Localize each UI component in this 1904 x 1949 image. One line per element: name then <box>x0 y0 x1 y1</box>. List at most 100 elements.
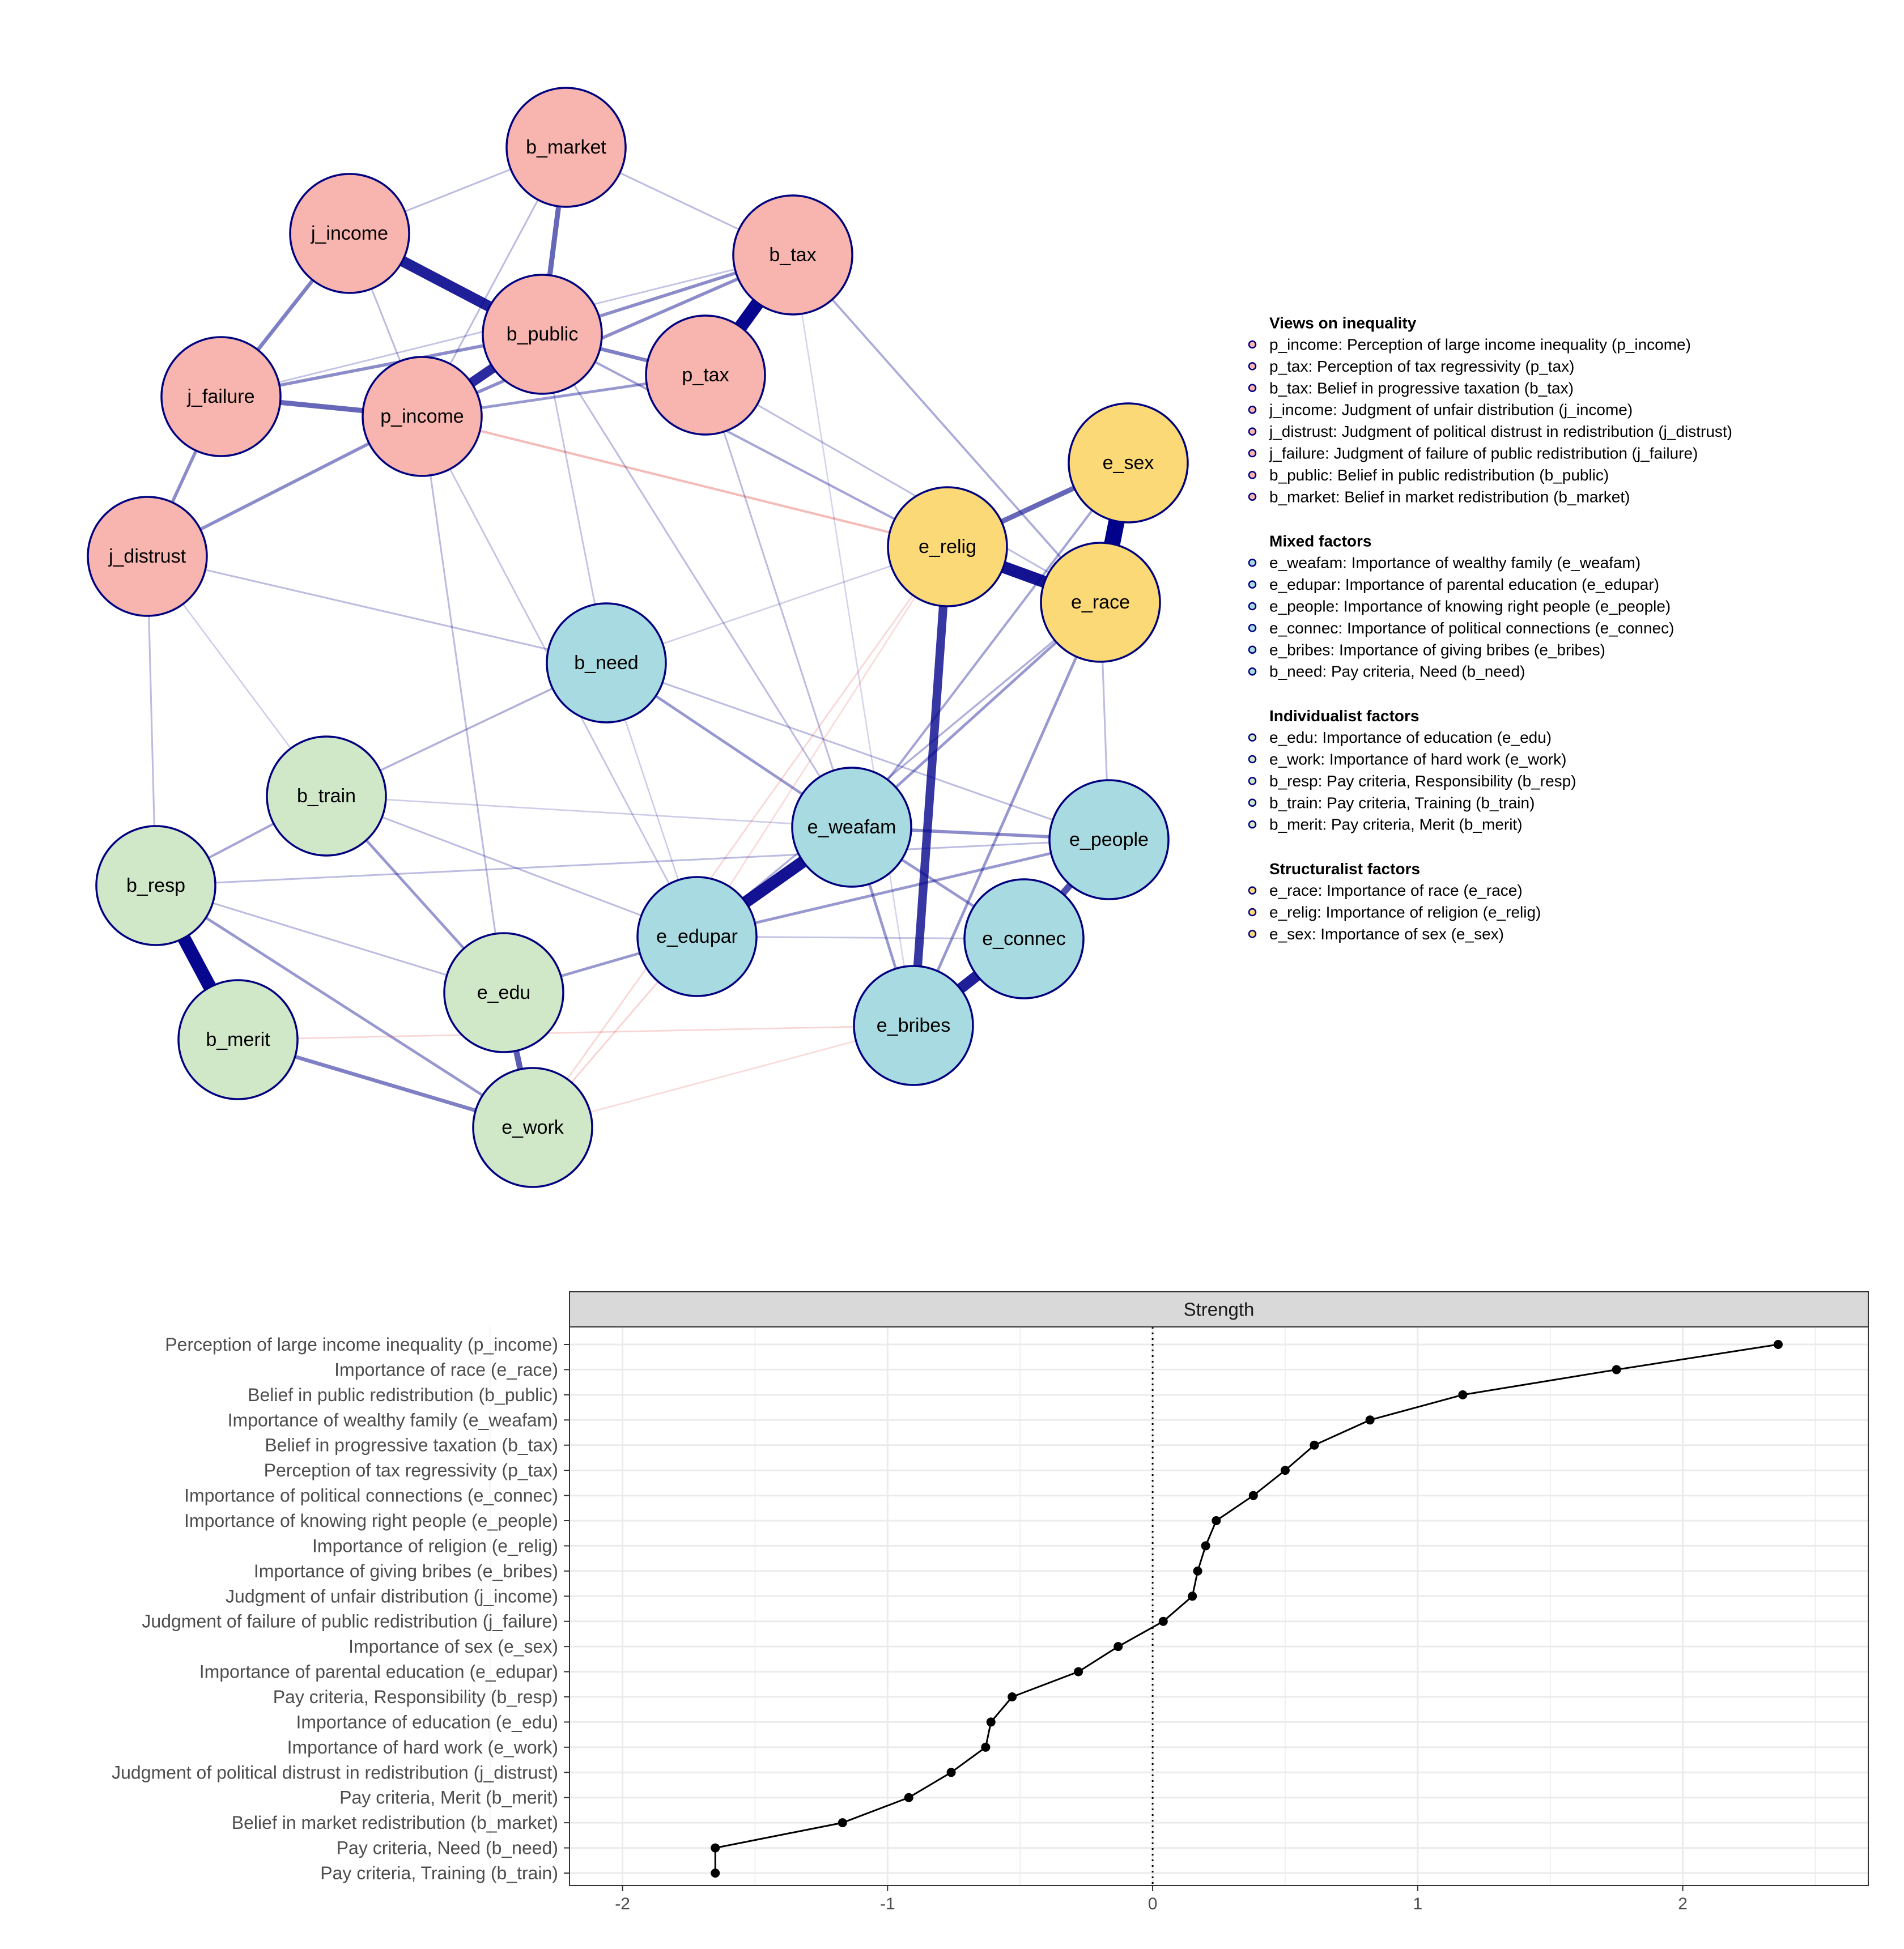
node-label: e_sex <box>1103 452 1154 474</box>
node-b_need[interactable]: b_need <box>546 602 667 724</box>
strength-point <box>1188 1591 1197 1601</box>
node-label: e_work <box>502 1117 564 1138</box>
node-p_income[interactable]: p_income <box>362 356 483 477</box>
legend-marker <box>1248 362 1257 371</box>
y-tick-label: Belief in public redistribution (b_publi… <box>248 1385 558 1405</box>
edge-b_resp-e_people <box>155 839 1110 887</box>
node-circle <box>853 965 974 1086</box>
node-circle <box>791 767 912 888</box>
node-label: e_connec <box>982 928 1065 950</box>
y-tick-label: Judgment of political distrust in redist… <box>112 1762 558 1782</box>
x-tick-label: 2 <box>1678 1895 1688 1913</box>
strength-point <box>1280 1466 1290 1475</box>
strength-point <box>1310 1440 1319 1450</box>
legend-marker <box>1248 930 1257 938</box>
strength-point <box>904 1793 913 1802</box>
node-label: e_weafam <box>808 816 896 838</box>
plot-panel: Perception of large income inequality (p… <box>112 1326 1869 1913</box>
node-circle <box>362 356 483 477</box>
node-circle <box>160 336 282 457</box>
node-e_relig[interactable]: e_relig <box>887 486 1008 607</box>
node-b_merit[interactable]: b_merit <box>177 979 299 1100</box>
y-tick-label: Judgment of unfair distribution (j_incom… <box>226 1586 558 1606</box>
node-label: b_resp <box>126 875 185 896</box>
node-e_edu[interactable]: e_edu <box>443 932 564 1053</box>
node-label: b_tax <box>769 244 816 266</box>
node-e_weafam[interactable]: e_weafam <box>791 767 912 888</box>
strength-point <box>1365 1415 1375 1425</box>
legend-marker <box>1248 667 1257 676</box>
legend-group-title: Individualist factors <box>1269 707 1420 725</box>
edge-e_work-e_bribes <box>532 1024 914 1129</box>
node-e_work[interactable]: e_work <box>472 1067 593 1188</box>
strength-line <box>714 1343 1779 1873</box>
strength-point <box>1158 1616 1168 1626</box>
strength-point <box>711 1843 720 1853</box>
y-tick-label: Importance of political connections (e_c… <box>184 1486 558 1506</box>
legend-item: j_failure: Judgment of failure of public… <box>1269 445 1698 462</box>
node-j_distrust[interactable]: j_distrust <box>87 496 208 617</box>
edge-b_train-e_edupar <box>326 795 698 938</box>
legend-item: p_tax: Perception of tax regressivity (p… <box>1269 358 1574 375</box>
legend-marker <box>1248 624 1257 632</box>
edge-b_public-e_relig <box>542 333 948 548</box>
node-label: e_people <box>1069 829 1149 850</box>
y-tick-label: Importance of parental education (e_edup… <box>199 1662 558 1682</box>
y-tick-label: Pay criteria, Need (b_need) <box>337 1838 558 1858</box>
legend-item: b_tax: Belief in progressive taxation (b… <box>1269 379 1574 397</box>
node-e_connec[interactable]: e_connec <box>963 878 1085 999</box>
node-j_failure[interactable]: j_failure <box>160 336 282 457</box>
legend-marker <box>1248 777 1257 785</box>
legend-marker <box>1248 580 1257 589</box>
edge-p_income-b_tax <box>421 253 794 418</box>
legend-marker <box>1248 908 1257 917</box>
legend-marker <box>1248 602 1257 611</box>
strength-point <box>1074 1667 1083 1676</box>
node-p_tax[interactable]: p_tax <box>645 314 766 436</box>
strength-point <box>1773 1340 1783 1349</box>
x-tick-label: 1 <box>1413 1895 1422 1913</box>
y-tick-label: Importance of race (e_race) <box>334 1359 558 1380</box>
strength-point <box>981 1742 991 1752</box>
strength-point <box>986 1717 996 1727</box>
node-e_race[interactable]: e_race <box>1040 542 1161 663</box>
node-b_tax[interactable]: b_tax <box>732 194 853 316</box>
legend-marker <box>1248 755 1257 764</box>
legend-item: e_connec: Importance of political connec… <box>1269 619 1674 637</box>
y-tick-label: Pay criteria, Training (b_train) <box>320 1863 558 1883</box>
node-e_bribes[interactable]: e_bribes <box>853 965 974 1086</box>
legend-marker <box>1248 558 1257 567</box>
node-e_people[interactable]: e_people <box>1048 779 1170 900</box>
edge-e_relig-e_work <box>532 546 949 1128</box>
edge-b_merit-e_bribes <box>237 1024 914 1041</box>
edge-b_tax-e_race <box>792 254 1102 603</box>
legend-item: j_income: Judgment of unfair distributio… <box>1269 401 1633 419</box>
legend-item: b_public: Belief in public redistributio… <box>1269 466 1609 484</box>
node-e_edupar[interactable]: e_edupar <box>636 876 758 997</box>
legend-item: e_sex: Importance of sex (e_sex) <box>1269 925 1504 943</box>
network-nodes: b_market j_income b_tax b_public p_tax j_fail… <box>87 87 1189 1188</box>
node-b_resp[interactable]: b_resp <box>95 825 216 946</box>
strength-point <box>1193 1566 1202 1576</box>
legend-group-title: Views on inequality <box>1269 314 1417 332</box>
node-b_public[interactable]: b_public <box>482 274 603 395</box>
node-b_market[interactable]: b_market <box>505 87 627 208</box>
edge-b_resp-e_edu <box>155 884 504 994</box>
legend-item: e_people: Importance of knowing right pe… <box>1269 598 1671 615</box>
y-tick-label: Importance of religion (e_relig) <box>312 1535 558 1556</box>
legend-marker <box>1248 449 1257 458</box>
strength-point <box>1201 1541 1210 1551</box>
legend-marker <box>1248 405 1257 414</box>
node-j_income[interactable]: j_income <box>289 173 410 294</box>
node-e_sex[interactable]: e_sex <box>1068 402 1189 524</box>
node-circle <box>1068 402 1189 524</box>
y-tick-label: Importance of wealthy family (e_weafam) <box>228 1410 558 1430</box>
legend-marker <box>1248 471 1257 479</box>
node-label: p_income <box>380 406 464 427</box>
y-tick-label: Perception of large income inequality (p… <box>165 1334 558 1355</box>
x-tick-label: 0 <box>1148 1895 1158 1913</box>
legend-item: e_relig: Importance of religion (e_relig… <box>1269 904 1541 921</box>
node-b_train[interactable]: b_train <box>266 735 387 857</box>
node-circle <box>482 274 603 395</box>
